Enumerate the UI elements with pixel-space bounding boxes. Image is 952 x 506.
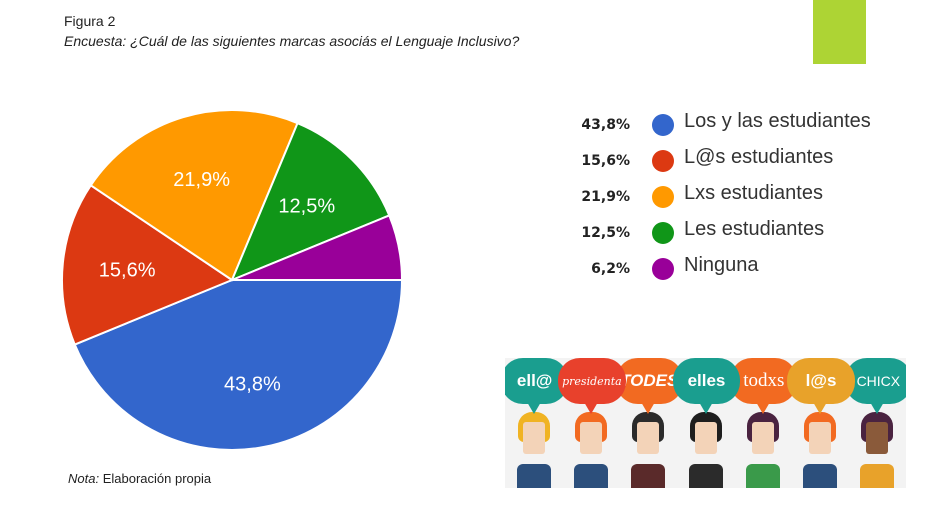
legend-percent: 43,8% [581, 117, 630, 133]
speech-bubble-tail [755, 402, 770, 414]
avatar-face [637, 422, 660, 454]
person-avatar-icon [858, 412, 896, 488]
speech-bubble: CHICX [844, 358, 906, 404]
avatar-body [860, 464, 895, 488]
legend-swatch-icon [652, 114, 674, 136]
person-avatar-icon [572, 412, 610, 488]
person-avatar-icon [515, 412, 553, 488]
pie-slice-1 [73, 279, 404, 451]
legend-swatch-icon [652, 258, 674, 280]
speech-bubble-tail [526, 402, 541, 414]
speech-bubble: presidenta [558, 358, 626, 404]
pie-slice-5 [231, 214, 404, 281]
speech-bubble-tail [641, 402, 656, 414]
speech-bubble: todxs [730, 358, 798, 404]
avatar-face [522, 422, 545, 454]
slice-label-4: 12,5% [278, 196, 335, 218]
pie-slice-2 [61, 183, 235, 346]
person-avatar-icon [744, 412, 782, 488]
pie-slice-4 [230, 121, 391, 282]
avatar-face [866, 422, 889, 454]
speech-bubble: TODES [615, 358, 683, 404]
avatar-body [516, 464, 551, 488]
speech-bubble: elles [672, 358, 741, 404]
avatar-body [573, 464, 608, 488]
legend-label: Los y las estudiantes [684, 110, 871, 132]
accent-bar [813, 0, 866, 64]
legend-percent: 12,5% [581, 225, 630, 241]
legend-percent: 21,9% [581, 189, 630, 205]
legend-percent: 6,2% [591, 261, 630, 277]
note-text: Elaboración propia [99, 471, 212, 486]
figure-label: Figura 2 [64, 13, 116, 29]
figure-caption: Encuesta: ¿Cuál de las siguientes marcas… [64, 33, 520, 49]
note-prefix: Nota: [68, 471, 100, 486]
slice-label-1: 43,8% [224, 373, 281, 395]
slice-label-2: 15,6% [99, 259, 156, 281]
avatar-face [694, 422, 717, 454]
avatar-face [751, 422, 774, 454]
speech-bubble-tail [583, 402, 598, 414]
pie-slice-3 [89, 109, 299, 282]
avatar-face [809, 422, 832, 454]
legend-swatch-icon [652, 222, 674, 244]
speech-bubble: l@s [787, 358, 855, 404]
avatar-body [745, 464, 780, 488]
avatar-face [579, 422, 602, 454]
speech-bubble: ell@ [505, 358, 569, 404]
figure-note: Nota: Elaboración propia [68, 471, 211, 486]
legend-swatch-icon [652, 150, 674, 172]
person-avatar-icon [687, 412, 725, 488]
avatar-body [803, 464, 838, 488]
legend-label: Ninguna [684, 254, 759, 276]
legend-swatch-icon [652, 186, 674, 208]
legend-label: Les estudiantes [684, 218, 825, 240]
legend-label: L@s estudiantes [684, 146, 834, 168]
speech-bubble-tail [870, 402, 885, 414]
speech-bubble-tail [813, 402, 828, 414]
person-avatar-icon [629, 412, 667, 488]
person-avatar-icon [801, 412, 839, 488]
avatar-body [631, 464, 666, 488]
inclusive-language-illustration: ell@ presidenta TODES elles todxs l@s CHICX [505, 358, 906, 488]
speech-bubble-tail [698, 402, 713, 414]
avatar-body [688, 464, 723, 488]
legend-label: Lxs estudiantes [684, 182, 823, 204]
slice-label-3: 21,9% [173, 169, 230, 191]
legend-percent: 15,6% [581, 153, 630, 169]
